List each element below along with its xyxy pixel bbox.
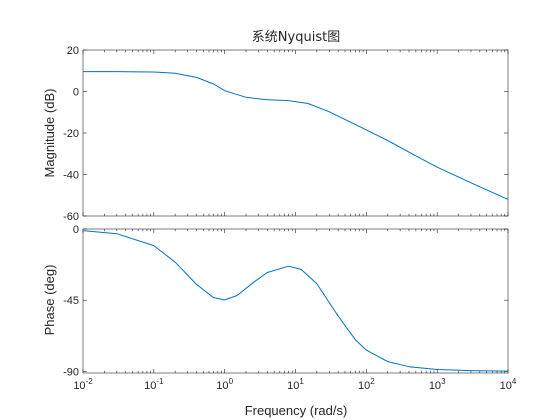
magnitude-plot-frame xyxy=(82,49,509,217)
x-tick-label: 104 xyxy=(500,377,517,392)
magnitude-y-tick-label: -20 xyxy=(63,128,79,140)
phase-y-tick-label: -90 xyxy=(63,366,79,378)
phase-y-tick-label: -45 xyxy=(63,295,79,307)
x-tick-label: 10-2 xyxy=(73,377,93,392)
phase-y-tick-label: 0 xyxy=(73,224,79,236)
x-tick-label: 10-1 xyxy=(144,377,164,392)
x-axis-label: Frequency (rad/s) xyxy=(245,403,348,418)
magnitude-y-tick-label: 20 xyxy=(67,45,79,57)
magnitude-y-tick-label: -40 xyxy=(63,170,79,182)
phase-series-line xyxy=(82,230,509,372)
phase-axis-label: Phase (deg) xyxy=(42,265,57,336)
x-tick-label: 102 xyxy=(358,377,375,392)
x-tick-label: 101 xyxy=(287,377,304,392)
chart-title: 系统Nyquist图 xyxy=(252,30,340,45)
x-axis: 10-2 10-1 100 101 102 103 104 xyxy=(73,377,517,392)
magnitude-y-tick-label: 0 xyxy=(73,87,79,99)
magnitude-series-line xyxy=(83,71,509,200)
x-tick-label: 103 xyxy=(429,377,446,392)
phase-panel: 0 -45 -90 xyxy=(63,224,509,378)
phase-plot-frame xyxy=(82,228,509,374)
magnitude-y-tick-label: -60 xyxy=(63,211,79,223)
magnitude-axis-label: Magnitude (dB) xyxy=(42,89,57,178)
x-tick-label: 100 xyxy=(216,377,233,392)
magnitude-panel: 20 0 -20 -40 -60 xyxy=(63,45,509,223)
